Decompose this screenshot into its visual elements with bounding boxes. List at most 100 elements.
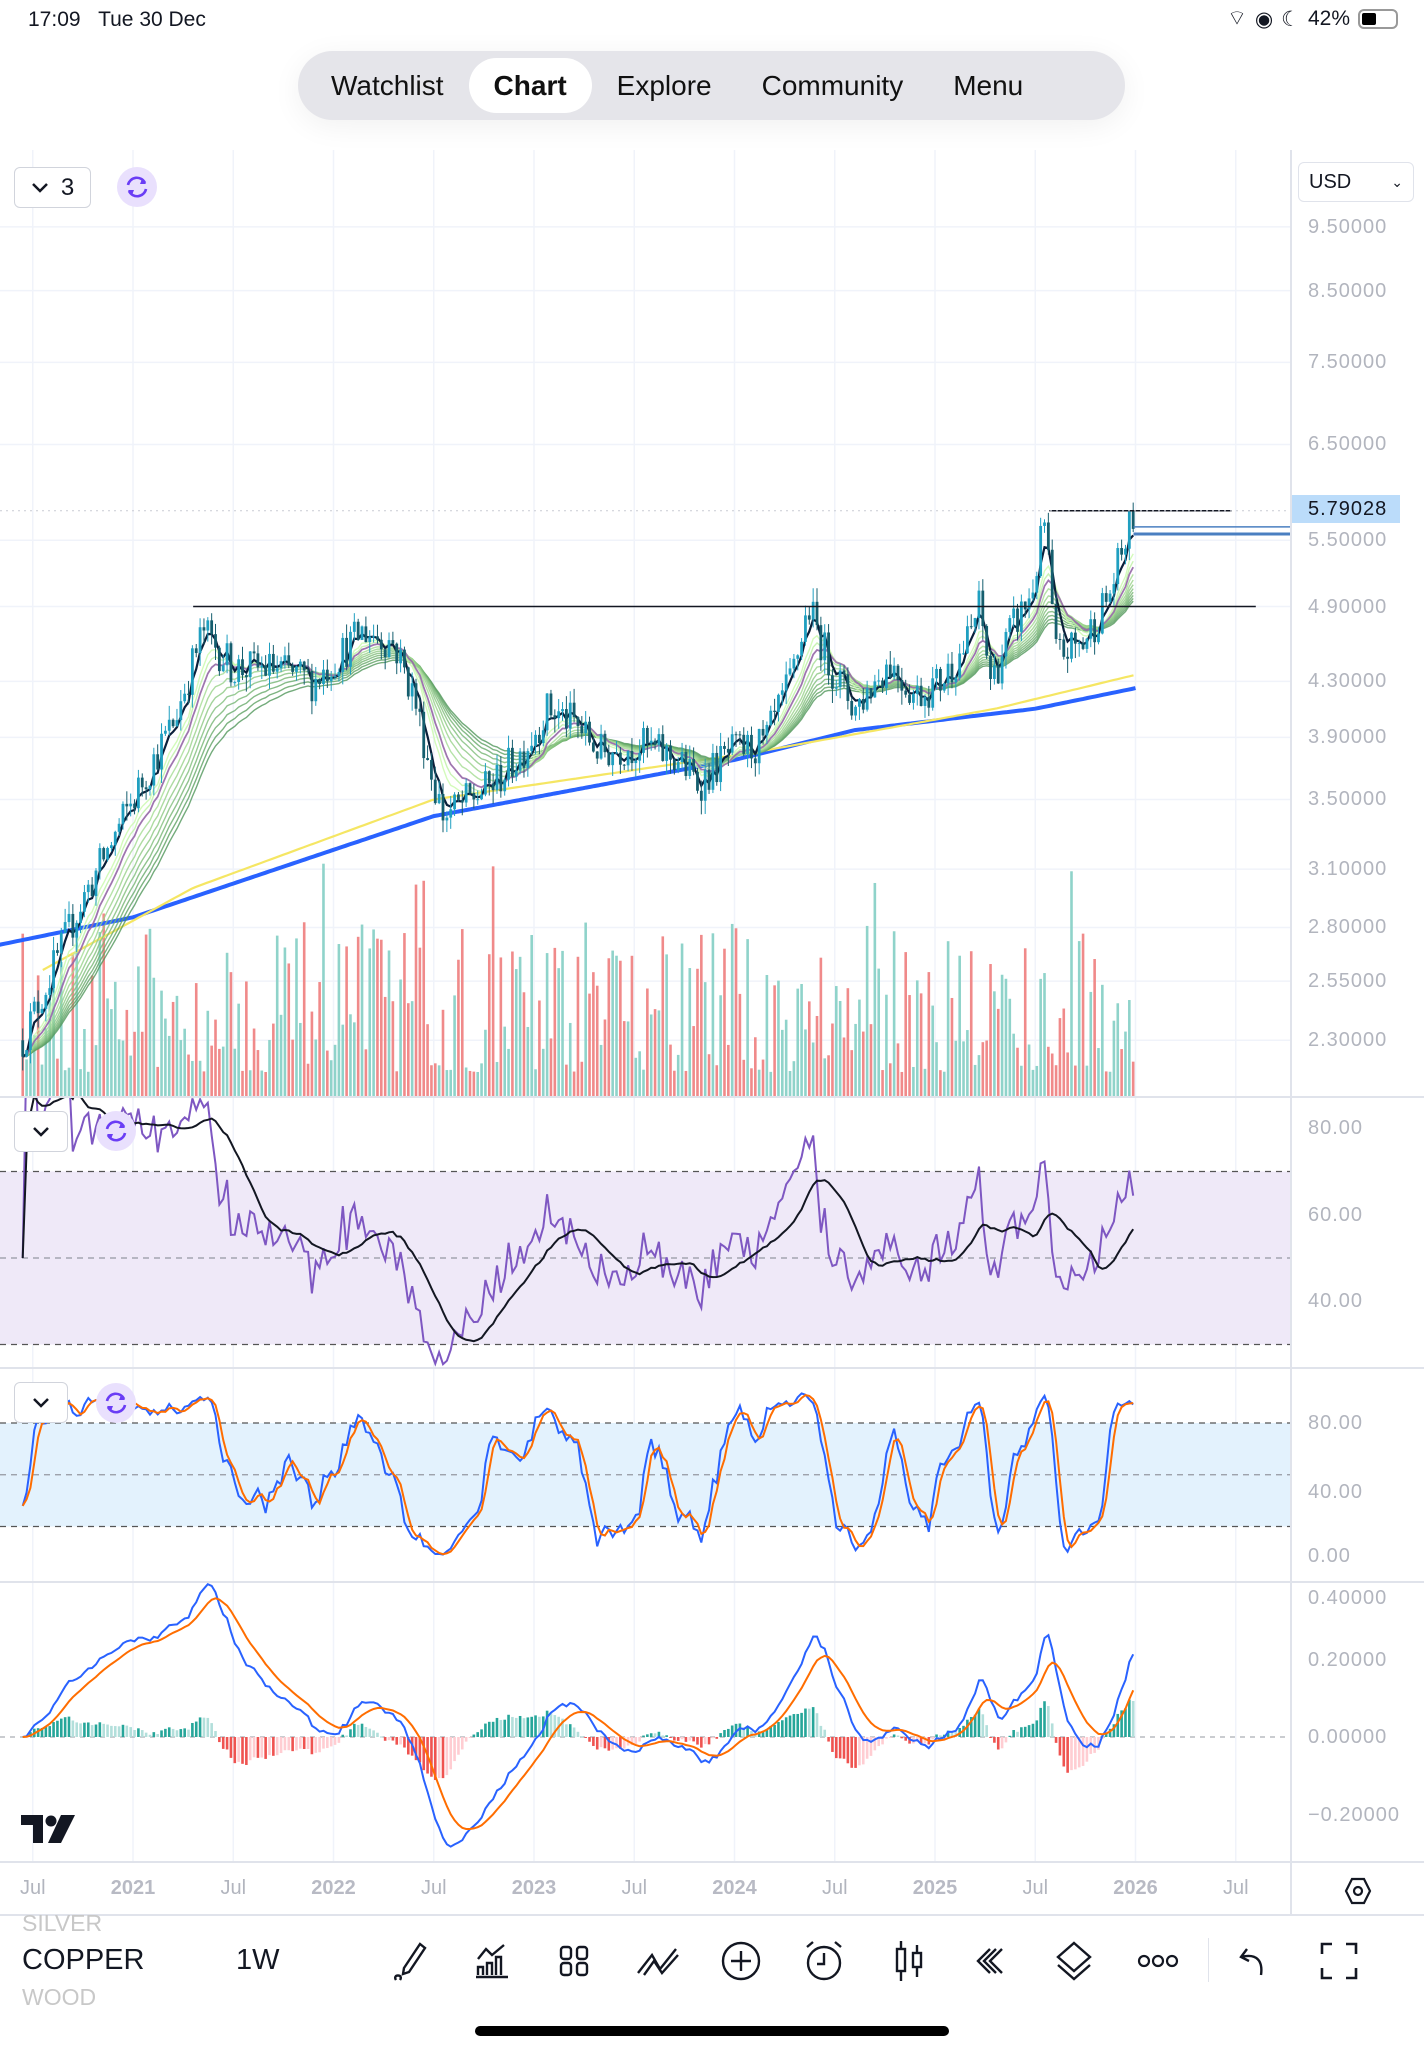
volume-bar — [522, 992, 526, 1097]
volume-bar — [63, 1070, 67, 1097]
macd-histogram-bar — [83, 1722, 86, 1737]
volume-bar — [457, 959, 460, 1097]
candle-body — [784, 674, 788, 691]
volume-bar — [299, 1022, 302, 1097]
nav-watchlist[interactable]: Watchlist — [331, 70, 444, 101]
macd-histogram-bar — [67, 1716, 71, 1737]
candle-body — [526, 751, 530, 768]
candle-body — [765, 724, 769, 736]
macd-histogram-bar — [804, 1708, 807, 1737]
more-button[interactable] — [1135, 1938, 1181, 1984]
settings-icon[interactable] — [1343, 1876, 1373, 1906]
interval-button[interactable]: 1W — [236, 1944, 280, 1976]
symbol-name[interactable]: COPPER — [22, 1944, 145, 1976]
candle-body — [144, 787, 148, 790]
nav-menu[interactable]: Menu — [953, 70, 1024, 101]
macd-histogram-bar — [1116, 1713, 1120, 1737]
macd-histogram-bar — [561, 1718, 564, 1737]
candle-body — [437, 793, 441, 804]
candle-body — [1000, 656, 1004, 684]
candle-body — [580, 725, 584, 734]
macd-histogram-bar — [746, 1726, 749, 1737]
candle-body — [788, 668, 792, 675]
candle-body — [642, 727, 645, 753]
volume-bar — [1081, 933, 1085, 1097]
replay-button[interactable] — [967, 1938, 1013, 1984]
stoch-collapse-button[interactable] — [14, 1382, 68, 1423]
object-tree-button[interactable] — [1051, 1938, 1097, 1984]
chevron-down-icon: ⌄ — [1391, 173, 1403, 190]
volume-bar — [314, 1039, 318, 1097]
rsi-axis-label: 60.00 — [1308, 1203, 1364, 1226]
price-axis-label: 7.50000 — [1308, 351, 1388, 374]
volume-bar — [673, 1070, 676, 1097]
macd-histogram-bar — [904, 1737, 907, 1741]
macd-histogram-bar — [719, 1733, 722, 1737]
add-button[interactable] — [718, 1938, 764, 1984]
candle-body — [649, 740, 653, 744]
candle-body — [441, 793, 445, 821]
nav-explore[interactable]: Explore — [616, 70, 712, 101]
undo-button[interactable] — [1232, 1938, 1278, 1984]
candle-body — [1008, 618, 1012, 632]
rsi-collapse-button[interactable] — [14, 1111, 68, 1152]
nav-community[interactable]: Community — [761, 70, 904, 101]
volume-bar — [241, 1070, 244, 1097]
macd-histogram-bar — [750, 1730, 753, 1737]
stoch-axis-label: 0.00 — [1308, 1545, 1351, 1567]
candle-body — [1112, 584, 1116, 594]
rsi-refresh-button[interactable] — [96, 1111, 136, 1151]
candle-body — [699, 790, 703, 801]
macd-histogram-bar — [923, 1737, 927, 1744]
macd-histogram-bar — [79, 1723, 82, 1737]
candle-body — [133, 803, 136, 809]
indicator-count: 3 — [60, 173, 75, 201]
candle-body — [522, 751, 526, 768]
volume-bar — [653, 1009, 657, 1097]
volume-bar — [634, 1057, 638, 1097]
candle-body — [549, 693, 553, 716]
symbol-prev[interactable]: SILVER — [22, 1910, 103, 1936]
indicators-button[interactable] — [469, 1938, 515, 1984]
volume-bar — [403, 933, 406, 1097]
fullscreen-button[interactable] — [1316, 1938, 1362, 1984]
volume-bar — [707, 1054, 711, 1097]
volume-bar — [383, 996, 387, 1097]
macd-histogram-bar — [1085, 1737, 1089, 1762]
macd-histogram-bar — [430, 1737, 433, 1777]
stoch-refresh-button[interactable] — [96, 1383, 136, 1423]
candles — [21, 502, 1135, 1071]
macd-histogram-bar — [364, 1726, 368, 1737]
candle-body — [21, 1040, 25, 1057]
volume-bar — [669, 1044, 672, 1097]
macd-histogram-bar — [646, 1734, 649, 1737]
collapse-indicators-button[interactable]: 3 — [14, 167, 91, 208]
candle-body — [468, 783, 472, 794]
nav-chart[interactable]: Chart — [468, 58, 592, 113]
candle-body — [757, 728, 761, 764]
candle-body — [472, 793, 476, 800]
alert-button[interactable] — [801, 1938, 847, 1984]
volume-bar — [1016, 1047, 1019, 1097]
refresh-button[interactable] — [117, 167, 157, 207]
layouts-button[interactable] — [551, 1938, 597, 1984]
compare-button[interactable] — [635, 1938, 681, 1984]
macd-histogram-bar — [865, 1737, 869, 1759]
volume-bar — [557, 968, 560, 1097]
symbol-next[interactable]: WOOD — [22, 1984, 97, 2010]
candle-body — [1016, 608, 1019, 632]
draw-pencil-button[interactable] — [387, 1938, 433, 1984]
candle-body — [1039, 525, 1043, 577]
macd-histogram-bar — [233, 1737, 237, 1764]
volume-bar — [549, 1038, 553, 1097]
chart-type-button[interactable] — [886, 1938, 932, 1984]
candle-body — [29, 1011, 32, 1051]
macd-histogram-bar — [1120, 1710, 1123, 1737]
candle-body — [183, 693, 187, 702]
currency-select[interactable]: USD ⌄ — [1298, 162, 1414, 202]
macd-histogram-bar — [407, 1737, 410, 1755]
candle-body — [264, 665, 268, 676]
candle-body — [703, 769, 707, 801]
candle-body — [996, 665, 1000, 684]
